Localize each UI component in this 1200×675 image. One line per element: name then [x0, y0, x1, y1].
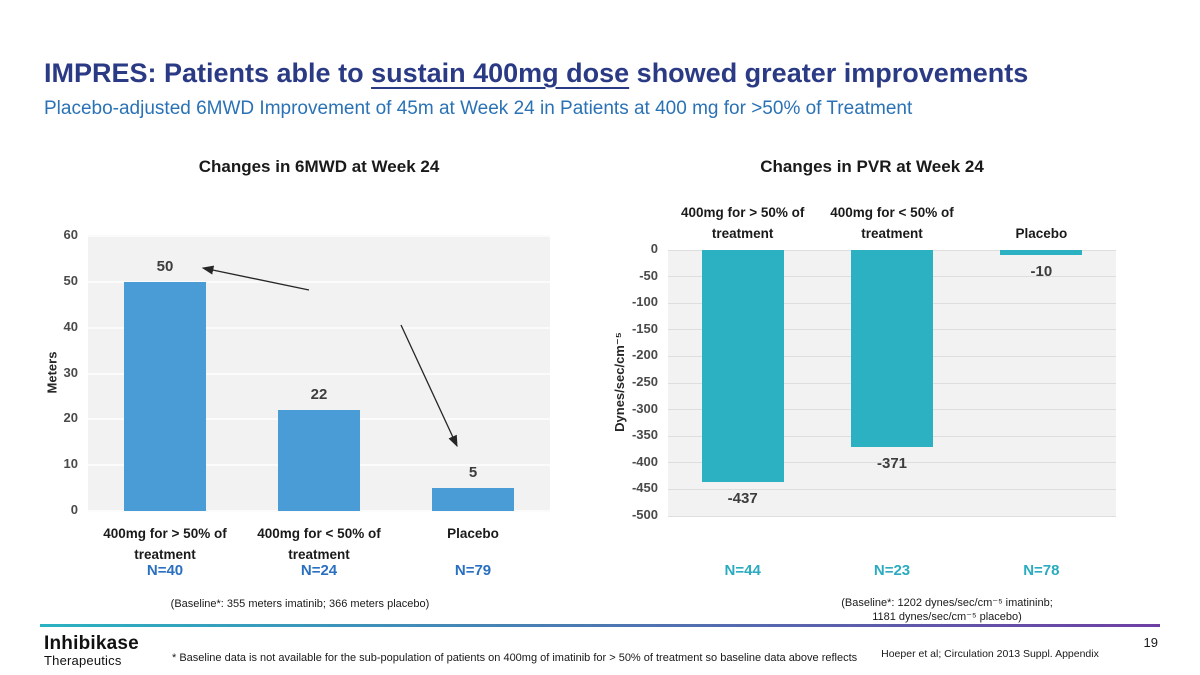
gridline	[88, 235, 550, 237]
category-label: 400mg for < 50% of treatment	[830, 205, 954, 241]
y-tick-label: 50	[63, 272, 78, 288]
y-tick-label: -150	[631, 320, 658, 336]
bar-value-label: 50	[156, 257, 174, 275]
category-label: 400mg for < 50% of treatment	[257, 526, 381, 562]
y-tick-label: -300	[631, 400, 658, 416]
logo-line2: Therapeutics	[44, 653, 122, 668]
n-count-label: N=44	[724, 562, 761, 579]
chart-6mwd-title: Changes in 6MWD at Week 24	[198, 157, 440, 176]
y-tick-label: 40	[63, 318, 78, 334]
y-tick-label: 20	[63, 410, 78, 426]
y-tick-label: -50	[639, 267, 658, 283]
bar-value-label: -10	[1030, 263, 1053, 281]
gridline	[88, 372, 550, 375]
bar-n=44	[701, 250, 784, 483]
y-tick-label: -400	[631, 453, 658, 469]
y-tick-label: -200	[631, 347, 658, 363]
gridline	[88, 326, 550, 329]
category-label: Placebo	[1015, 226, 1068, 241]
category-label: Placebo	[447, 526, 499, 541]
n-count-label: N=78	[1023, 562, 1060, 579]
bar-n=79	[432, 488, 514, 511]
slide-title-pre: IMPRES: Patients able to	[44, 58, 372, 88]
footnote-line1: * Baseline data is not available for the…	[172, 652, 858, 664]
n-count-label: N=40	[146, 562, 184, 579]
bar-value-label: -437	[727, 490, 758, 508]
footnote: * Baseline data is not available for the…	[172, 637, 857, 675]
y-tick-label: -350	[631, 427, 658, 443]
y-tick-label: 0	[70, 502, 78, 517]
chart-pvr-title: Changes in PVR at Week 24	[760, 157, 984, 176]
y-tick-label: -450	[631, 480, 658, 496]
bar-n=23	[851, 250, 933, 448]
n-count-label: N=79	[454, 562, 492, 579]
bar-n=40	[124, 281, 206, 511]
y-tick-label: 60	[63, 227, 78, 242]
chart-pvr-baseline-note: (Baseline*: 1202 dynes/sec/cm⁻⁵ imatinin…	[841, 597, 1053, 623]
category-label: 400mg for > 50% of treatment	[103, 526, 227, 562]
chart-6mwd-baseline-note: (Baseline*: 355 meters imatinib; 366 met…	[170, 598, 430, 610]
bar-value-label: 22	[310, 386, 328, 404]
y-tick-label: -500	[631, 507, 658, 522]
gridline	[668, 462, 1116, 464]
y-tick-label: 30	[63, 364, 78, 380]
n-count-label: N=23	[873, 562, 911, 579]
slide-title-underlined: sustain 400mg dose	[371, 58, 630, 88]
footer-gradient-divider	[40, 624, 1160, 627]
bar-n=24	[278, 410, 360, 511]
gridline	[88, 510, 550, 512]
gridline	[668, 515, 1116, 517]
n-count-label: N=24	[300, 562, 338, 579]
y-tick-label: -250	[631, 374, 658, 389]
bar-value-label: -371	[876, 455, 908, 473]
category-label: 400mg for > 50% of treatment	[680, 205, 805, 241]
slide-title-post: showed greater improvements	[629, 58, 1029, 88]
bar-n=78	[1000, 250, 1083, 256]
slide-title: IMPRES: Patients able to sustain 400mg d…	[44, 58, 1028, 89]
logo-line1: Inhibikase	[44, 633, 139, 654]
slide-subtitle: Placebo-adjusted 6MWD Improvement of 45m…	[44, 98, 913, 119]
y-tick-label: 10	[63, 456, 78, 472]
gridline	[88, 280, 550, 283]
citation: Hoeper et al; Circulation 2013 Suppl. Ap…	[881, 648, 1099, 660]
gridline	[668, 488, 1116, 490]
company-logo: Inhibikase Therapeutics	[44, 634, 139, 668]
bar-value-label: 5	[468, 464, 478, 482]
page-number: 19	[1143, 635, 1158, 650]
y-tick-label: -100	[631, 294, 658, 310]
y-tick-label: 0	[650, 241, 658, 256]
